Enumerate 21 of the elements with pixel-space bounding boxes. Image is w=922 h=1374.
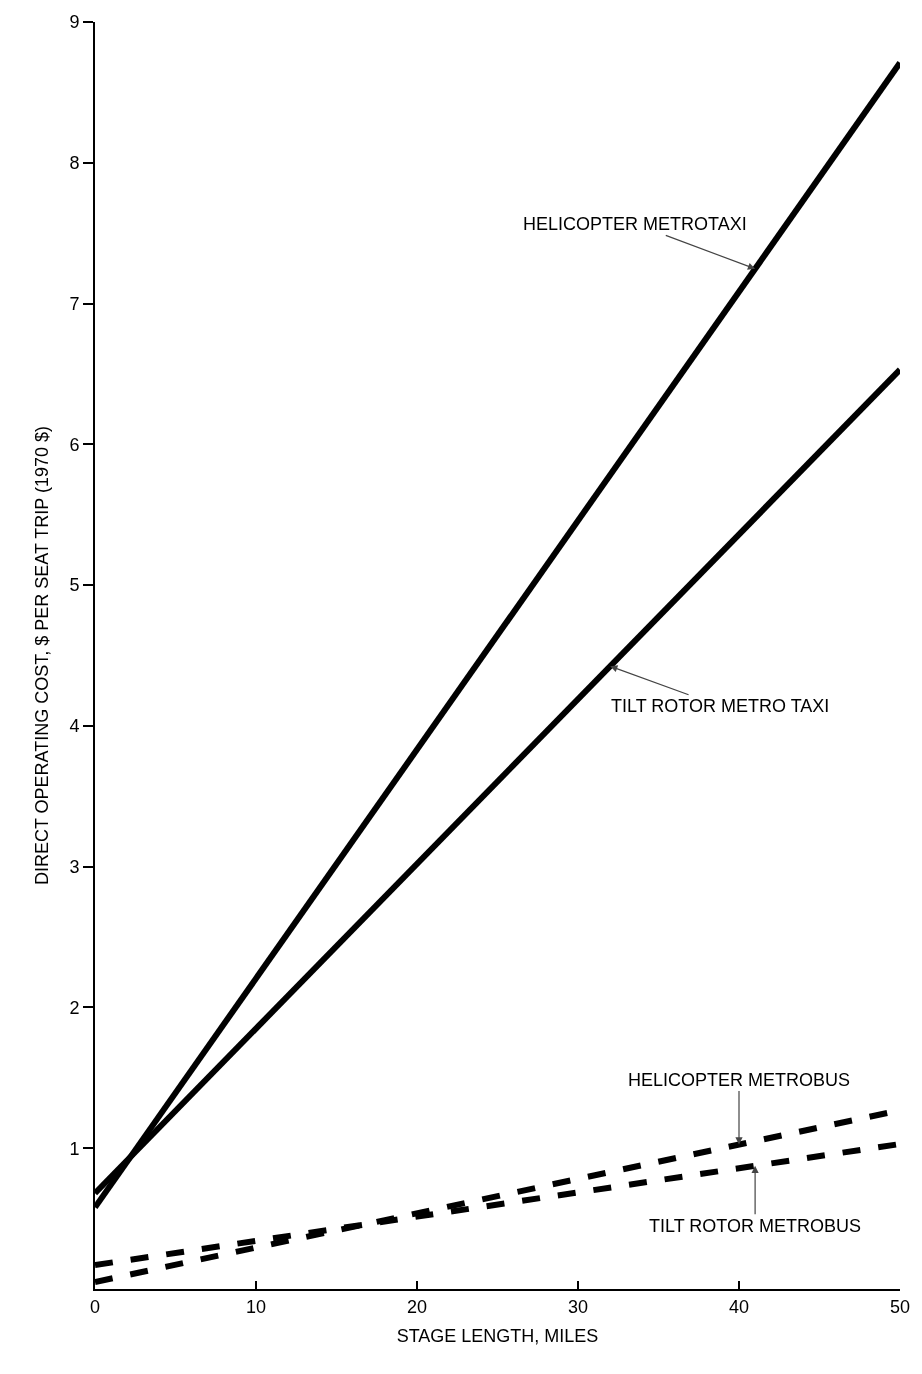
- x-tick-label: 0: [89, 1296, 101, 1317]
- x-tick-label: 50: [889, 1296, 911, 1317]
- y-tick-label: 3: [69, 856, 80, 877]
- y-tick-label: 9: [69, 12, 80, 33]
- y-tick-label: 7: [69, 293, 80, 314]
- y-tick-label: 8: [69, 153, 80, 174]
- x-tick-label: 30: [567, 1296, 589, 1317]
- x-tick-label: 40: [728, 1296, 750, 1317]
- series-label: HELICOPTER METROTAXI: [523, 214, 747, 234]
- y-axis-title: DIRECT OPERATING COST, $ PER SEAT TRIP (1970 $): [32, 425, 53, 886]
- x-tick-label: 10: [245, 1296, 267, 1317]
- y-tick-label: 2: [69, 997, 80, 1018]
- y-tick-label: 4: [69, 716, 80, 737]
- y-tick-label: 5: [69, 575, 80, 596]
- series-label: HELICOPTER METROBUS: [628, 1070, 851, 1090]
- series-label: TILT ROTOR METRO TAXI: [611, 696, 830, 716]
- y-tick-label: 1: [69, 1138, 80, 1159]
- y-tick-label: 6: [69, 434, 80, 455]
- x-tick-label: 20: [406, 1296, 428, 1317]
- series-label: TILT ROTOR METROBUS: [649, 1216, 862, 1236]
- x-axis-title: STAGE LENGTH, MILES: [396, 1326, 599, 1347]
